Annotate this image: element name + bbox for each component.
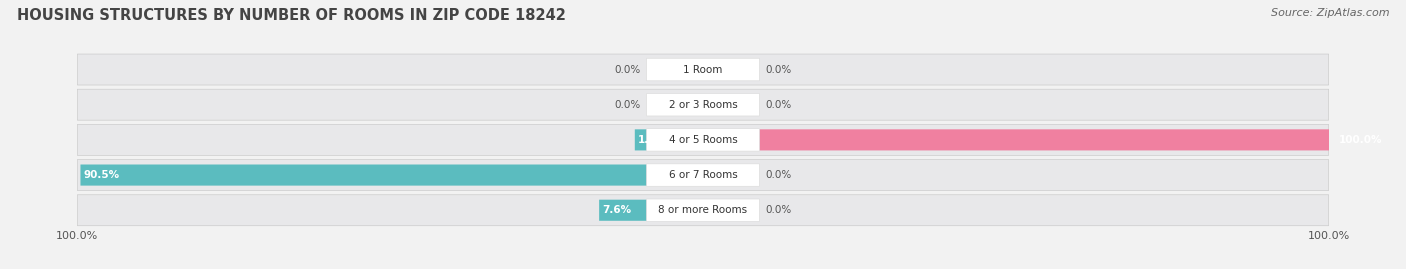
FancyBboxPatch shape (80, 165, 647, 186)
Text: 7.6%: 7.6% (602, 205, 631, 215)
Text: 100.0%: 100.0% (1339, 135, 1382, 145)
FancyBboxPatch shape (634, 129, 647, 150)
FancyBboxPatch shape (647, 93, 759, 116)
Text: 1 Room: 1 Room (683, 65, 723, 75)
Text: 90.5%: 90.5% (83, 170, 120, 180)
FancyBboxPatch shape (647, 199, 759, 221)
Text: 4 or 5 Rooms: 4 or 5 Rooms (669, 135, 737, 145)
Text: 0.0%: 0.0% (765, 205, 792, 215)
FancyBboxPatch shape (647, 58, 759, 81)
FancyBboxPatch shape (647, 129, 759, 151)
Text: Source: ZipAtlas.com: Source: ZipAtlas.com (1271, 8, 1389, 18)
FancyBboxPatch shape (647, 164, 759, 186)
Text: 0.0%: 0.0% (614, 65, 641, 75)
Text: 1.9%: 1.9% (638, 135, 666, 145)
FancyBboxPatch shape (77, 124, 1329, 155)
FancyBboxPatch shape (77, 89, 1329, 120)
Text: 0.0%: 0.0% (765, 65, 792, 75)
Text: 0.0%: 0.0% (765, 170, 792, 180)
FancyBboxPatch shape (599, 200, 647, 221)
FancyBboxPatch shape (77, 195, 1329, 226)
Text: HOUSING STRUCTURES BY NUMBER OF ROOMS IN ZIP CODE 18242: HOUSING STRUCTURES BY NUMBER OF ROOMS IN… (17, 8, 565, 23)
Text: 0.0%: 0.0% (614, 100, 641, 110)
FancyBboxPatch shape (77, 160, 1329, 190)
Text: 0.0%: 0.0% (765, 100, 792, 110)
Text: 8 or more Rooms: 8 or more Rooms (658, 205, 748, 215)
Text: 100.0%: 100.0% (56, 231, 98, 241)
FancyBboxPatch shape (759, 129, 1385, 150)
Text: 2 or 3 Rooms: 2 or 3 Rooms (669, 100, 737, 110)
Text: 6 or 7 Rooms: 6 or 7 Rooms (669, 170, 737, 180)
Text: 100.0%: 100.0% (1308, 231, 1350, 241)
FancyBboxPatch shape (77, 54, 1329, 85)
